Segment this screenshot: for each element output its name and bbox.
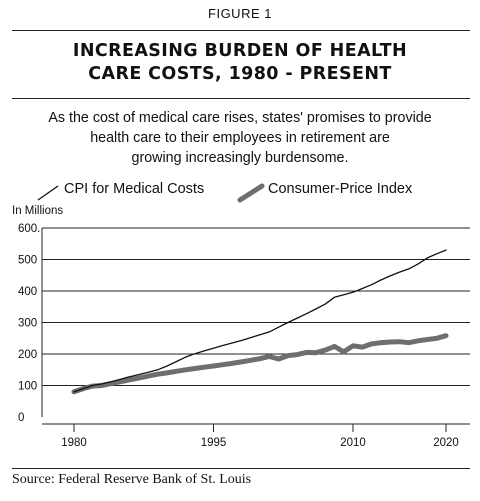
y-tick-label-100: 100 — [18, 381, 37, 393]
legend-label-medical: CPI for Medical Costs — [64, 181, 204, 197]
title-bottom-rule — [12, 98, 470, 99]
chart-subtitle: As the cost of medical care rises, state… — [40, 108, 440, 168]
gridlines — [41, 227, 470, 417]
chart-title: INCREASING BURDEN OF HEALTH CARE COSTS, … — [0, 40, 480, 86]
legend: CPI for Medical Costs Consumer-Price Ind… — [37, 181, 413, 203]
y-tick-label-600: 600. — [18, 223, 40, 235]
legend-swatch-medical — [37, 185, 59, 201]
series-lines — [71, 249, 449, 395]
subtitle-line-3: growing increasingly burdensome. — [131, 150, 349, 166]
line-chart: CPI for Medical Costs Consumer-Price Ind… — [12, 181, 470, 449]
source-rule — [12, 468, 470, 469]
series-line-medical-cpi — [73, 249, 447, 393]
x-tick-label-2010: 2010 — [340, 437, 366, 449]
y-tick-label-200: 200 — [18, 349, 37, 361]
subtitle-line-2: health care to their employees in retire… — [90, 130, 390, 146]
title-top-rule — [12, 30, 470, 31]
y-tick-labels: 0 100 200 300 400 500 600. — [18, 223, 40, 424]
chart-title-line-2: CARE COSTS, 1980 - PRESENT — [88, 64, 392, 84]
y-tick-label-500: 500 — [18, 255, 37, 267]
x-tick-labels: 1980 1995 2010 2020 — [42, 423, 470, 449]
y-axis-label: In Millions — [12, 205, 63, 217]
y-tick-label-300: 300 — [18, 318, 37, 330]
y-tick-label-0: 0 — [18, 412, 24, 424]
subtitle-line-1: As the cost of medical care rises, state… — [48, 110, 432, 126]
x-tick-label-1980: 1980 — [61, 437, 87, 449]
figure-label: FIGURE 1 — [208, 6, 272, 21]
x-tick-label-2020: 2020 — [433, 437, 459, 449]
series-line-consumer-price-index — [71, 333, 449, 395]
y-tick-label-400: 400 — [18, 286, 37, 298]
x-tick-label-1995: 1995 — [201, 437, 227, 449]
chart-title-line-1: INCREASING BURDEN OF HEALTH — [72, 41, 408, 61]
source-note: Source: Federal Reserve Bank of St. Loui… — [12, 472, 252, 487]
legend-label-cpi: Consumer-Price Index — [268, 181, 413, 197]
legend-swatch-cpi — [237, 183, 265, 203]
